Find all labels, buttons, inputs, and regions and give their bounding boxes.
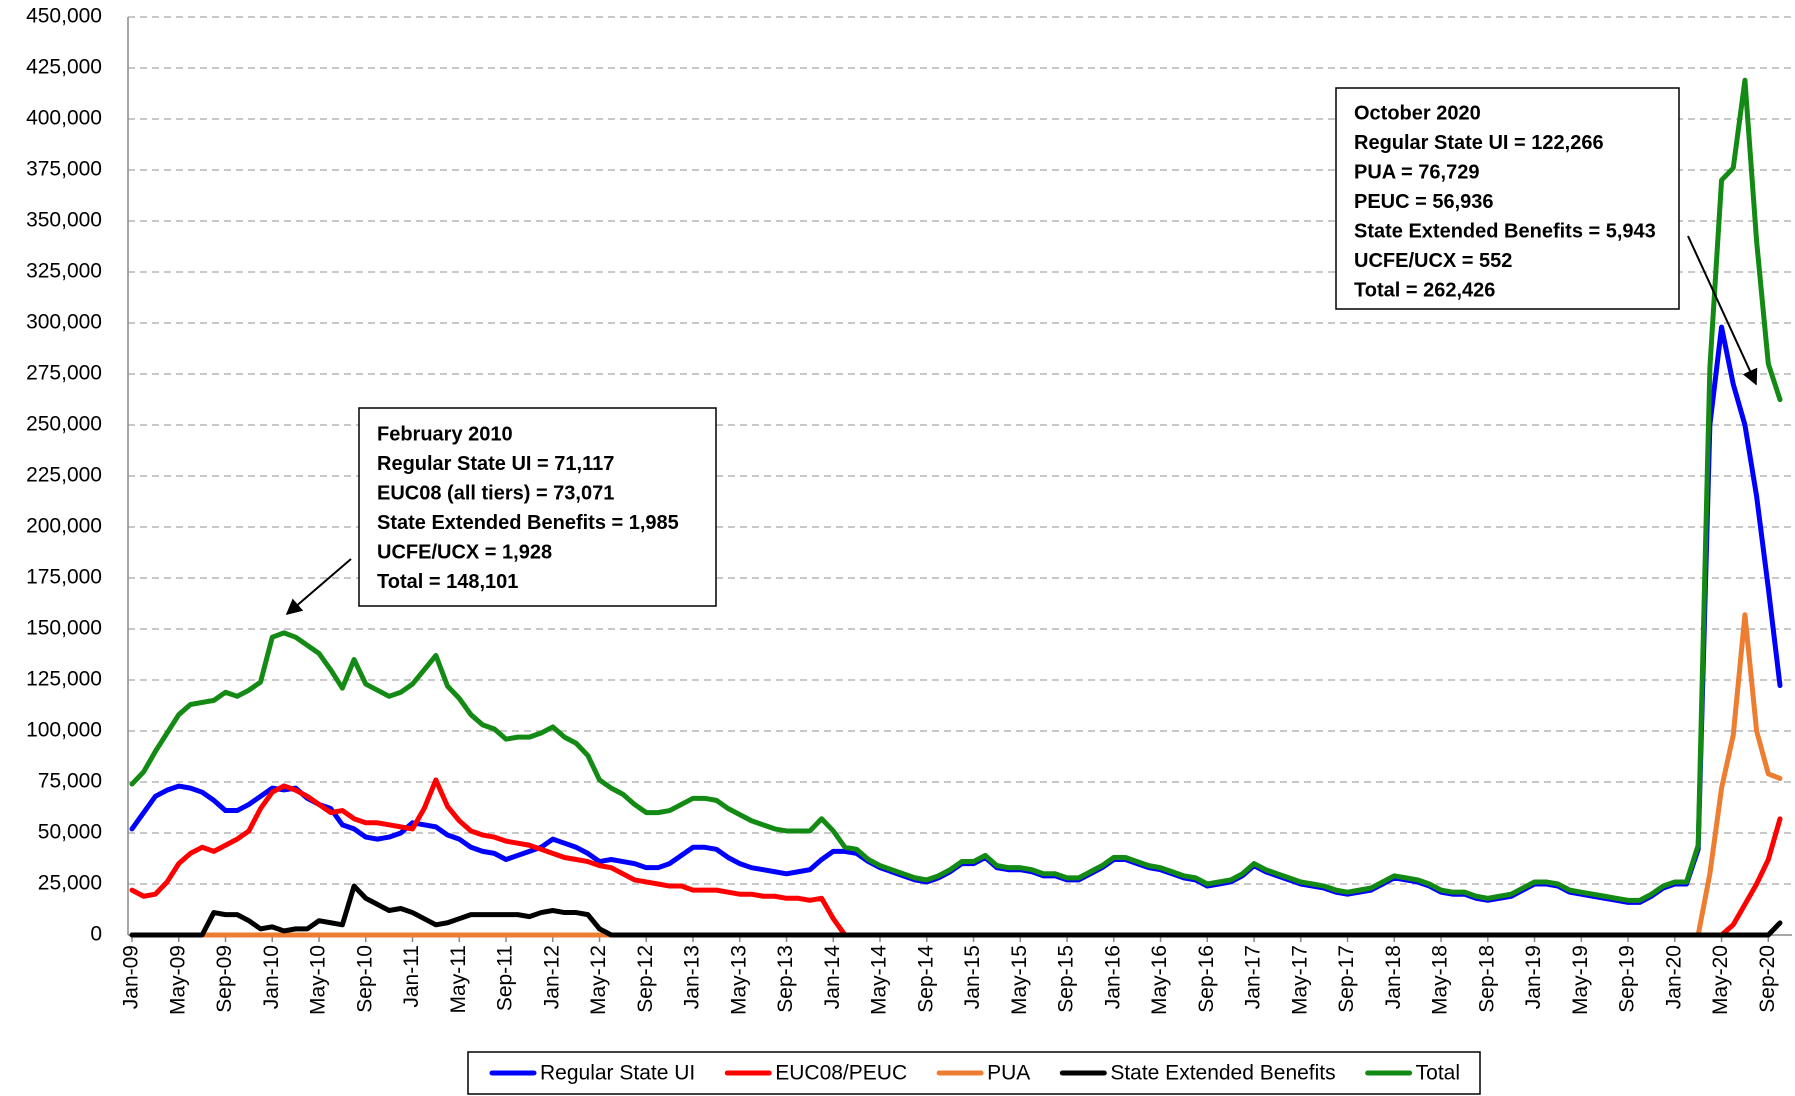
y-tick-label: 375,000 bbox=[26, 158, 102, 181]
x-tick-label: May-16 bbox=[1148, 945, 1171, 1015]
x-tick-label: Jan-15 bbox=[961, 945, 984, 1009]
annotation-text: PUA = 76,729 bbox=[1354, 161, 1479, 183]
x-tick-label: Sep-13 bbox=[774, 945, 797, 1013]
x-tick-label: Jan-16 bbox=[1101, 945, 1124, 1009]
annotation-text: State Extended Benefits = 1,985 bbox=[377, 512, 679, 534]
y-tick-label: 450,000 bbox=[26, 5, 102, 28]
x-tick-label: Sep-20 bbox=[1756, 945, 1779, 1013]
annotation-text: UCFE/UCX = 1,928 bbox=[377, 541, 552, 563]
annotation-arrow bbox=[285, 558, 352, 616]
x-tick-label: May-13 bbox=[727, 945, 750, 1015]
annotation-text: PEUC = 56,936 bbox=[1354, 191, 1494, 213]
x-tick-label: Jan-20 bbox=[1662, 945, 1685, 1009]
x-tick-label: May-18 bbox=[1429, 945, 1452, 1015]
y-tick-label: 150,000 bbox=[26, 617, 102, 640]
x-tick-label: May-11 bbox=[447, 945, 470, 1013]
x-tick-label: Sep-12 bbox=[634, 945, 657, 1013]
legend-label: Total bbox=[1416, 1062, 1460, 1085]
annotation-box bbox=[358, 407, 717, 607]
x-tick-label: Sep-17 bbox=[1335, 945, 1358, 1013]
x-tick-label: Jan-19 bbox=[1522, 945, 1545, 1009]
annotation-text: UCFE/UCX = 552 bbox=[1354, 250, 1512, 272]
x-tick-label: Sep-10 bbox=[353, 945, 376, 1013]
annotation-arrow bbox=[1687, 235, 1758, 386]
series-line bbox=[129, 883, 1783, 938]
x-tick-label: Jan-14 bbox=[821, 945, 844, 1010]
y-tick-label: 350,000 bbox=[26, 209, 102, 232]
legend-label: Regular State UI bbox=[540, 1062, 695, 1085]
x-tick-label: May-15 bbox=[1008, 945, 1031, 1015]
y-tick-label: 300,000 bbox=[26, 311, 102, 334]
x-tick-label: Jan-09 bbox=[120, 945, 143, 1009]
y-tick-label: 0 bbox=[90, 923, 102, 946]
series-line bbox=[129, 777, 1783, 938]
y-tick-label: 50,000 bbox=[38, 821, 102, 844]
x-tick-label: May-12 bbox=[587, 945, 610, 1015]
x-tick-label: Sep-16 bbox=[1195, 945, 1218, 1013]
annotation-text: Total = 148,101 bbox=[377, 571, 518, 593]
y-tick-label: 175,000 bbox=[26, 566, 102, 589]
y-tick-label: 200,000 bbox=[26, 515, 102, 538]
series-line bbox=[129, 77, 1783, 903]
x-tick-label: Jan-11 bbox=[400, 945, 423, 1008]
x-tick-label: Sep-18 bbox=[1475, 945, 1498, 1013]
x-tick-label: May-20 bbox=[1709, 945, 1732, 1015]
annotation-text: February 2010 bbox=[377, 423, 513, 445]
x-tick-label: Jan-17 bbox=[1242, 945, 1265, 1009]
y-tick-label: 275,000 bbox=[26, 362, 102, 385]
annotations: February 2010 Regular State UI = 71,117 EU… bbox=[285, 87, 1758, 616]
y-tick-label: 100,000 bbox=[26, 719, 102, 742]
grid: 0 25,000 50,000 75,000 100,000 125,000 150,000… bbox=[26, 5, 1792, 1015]
x-tick-label: Jan-13 bbox=[681, 945, 704, 1009]
x-tick-label: Sep-19 bbox=[1616, 945, 1639, 1013]
y-tick-label: 425,000 bbox=[26, 56, 102, 79]
annotation-text: EUC08 (all tiers) = 73,071 bbox=[377, 482, 614, 504]
y-tick-label: 225,000 bbox=[26, 464, 102, 487]
y-tick-label: 125,000 bbox=[26, 668, 102, 691]
x-tick-label: May-09 bbox=[166, 945, 189, 1015]
legend-label: EUC08/PEUC bbox=[775, 1062, 907, 1085]
x-tick-label: May-14 bbox=[868, 945, 891, 1015]
legend-label: State Extended Benefits bbox=[1110, 1062, 1335, 1085]
y-tick-label: 25,000 bbox=[38, 872, 102, 895]
x-tick-label: May-19 bbox=[1569, 945, 1592, 1015]
legend-label: PUA bbox=[987, 1062, 1030, 1085]
y-tick-label: 400,000 bbox=[26, 107, 102, 130]
annotation-box bbox=[1335, 87, 1680, 310]
series bbox=[129, 77, 1783, 938]
legend: Regular State UI EUC08/PEUC PUA State Exten… bbox=[467, 1051, 1481, 1095]
annotation-text: Total = 262,426 bbox=[1354, 279, 1495, 301]
x-tick-label: Sep-11 bbox=[494, 945, 517, 1011]
y-tick-label: 250,000 bbox=[26, 413, 102, 436]
x-tick-label: Jan-18 bbox=[1382, 945, 1405, 1009]
x-tick-label: May-10 bbox=[307, 945, 330, 1015]
x-tick-label: Jan-10 bbox=[260, 945, 283, 1009]
annotation-text: October 2020 bbox=[1354, 102, 1481, 124]
annotation-text: Regular State UI = 71,117 bbox=[377, 453, 614, 475]
x-tick-label: Sep-09 bbox=[213, 945, 236, 1013]
y-tick-label: 75,000 bbox=[38, 770, 102, 793]
annotation-text: State Extended Benefits = 5,943 bbox=[1354, 220, 1656, 242]
x-tick-label: Sep-15 bbox=[1055, 945, 1078, 1013]
y-tick-label: 325,000 bbox=[26, 260, 102, 283]
annotation-text: Regular State UI = 122,266 bbox=[1354, 132, 1604, 154]
x-tick-label: Jan-12 bbox=[540, 945, 563, 1009]
x-tick-label: Sep-14 bbox=[914, 945, 937, 1013]
x-tick-label: May-17 bbox=[1288, 945, 1311, 1015]
